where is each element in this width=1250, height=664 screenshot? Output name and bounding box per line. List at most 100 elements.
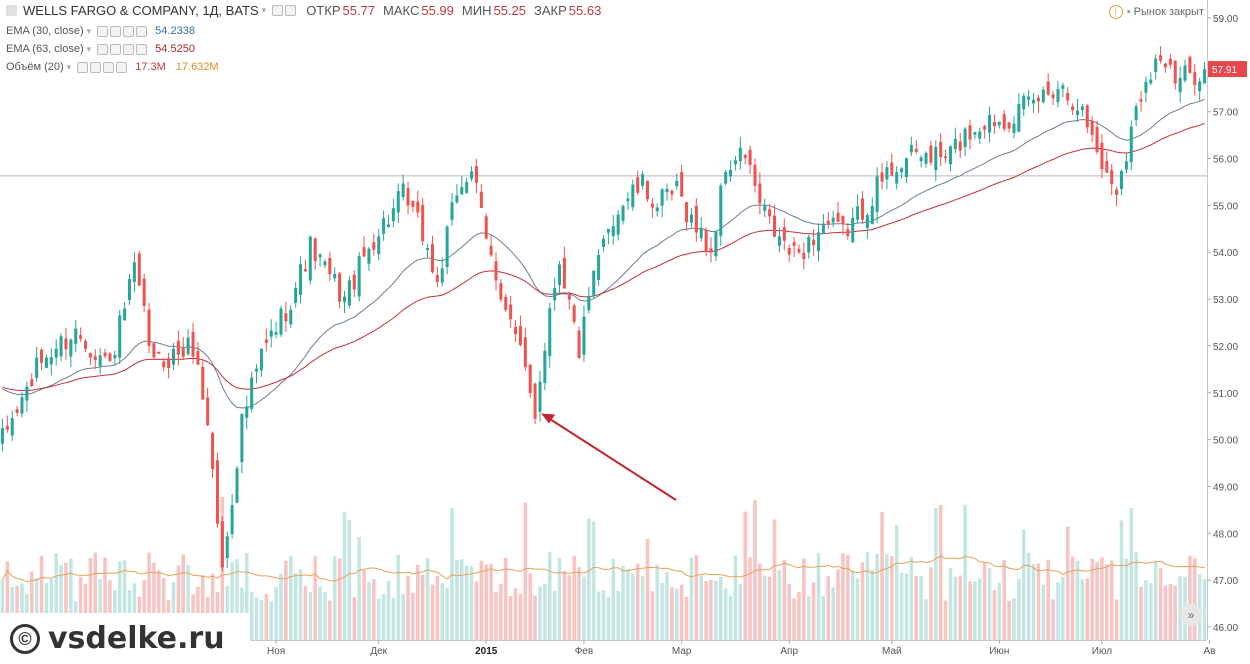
candle-body (1159, 55, 1163, 61)
candle-body (1134, 106, 1138, 121)
plus-icon[interactable] (123, 25, 135, 37)
eye-icon[interactable] (77, 61, 89, 73)
x-tick-label: Фев (575, 646, 593, 657)
candle-body (753, 164, 757, 187)
volume-bar (978, 578, 982, 640)
candle-body (396, 191, 400, 213)
y-tick-label: 51.00 (1213, 389, 1238, 400)
candle-body (181, 347, 185, 357)
candle-body (386, 224, 391, 227)
eye-icon[interactable] (97, 25, 109, 37)
ema63-row: EMA (63, close) ▾ 54.5250 (6, 43, 195, 55)
volume-bar (318, 586, 322, 640)
volume-bar (987, 567, 992, 640)
ema30-row: EMA (30, close) ▾ 54.2338 (6, 25, 195, 37)
ema30-label[interactable]: EMA (30, close) (6, 25, 84, 37)
scroll-right-button[interactable]: » (1180, 604, 1202, 626)
volume-bar (709, 580, 713, 640)
volume-bar (103, 557, 107, 640)
status-dot-icon: • (1126, 6, 1131, 18)
candle-body (489, 245, 493, 256)
candle-body (1071, 106, 1075, 111)
volume-row: Объём (20) ▾ 17.3M 17.632M (6, 61, 219, 73)
close-icon[interactable] (136, 25, 148, 37)
volume-bar (968, 581, 972, 640)
price-axis-bg (1207, 0, 1250, 664)
candle-body (1032, 99, 1036, 104)
settings-icon[interactable] (272, 5, 284, 16)
volume-bar (1007, 601, 1011, 640)
volume-bar (885, 554, 889, 640)
plus-icon[interactable] (123, 43, 135, 55)
volume-bar (425, 558, 430, 640)
close-icon[interactable] (116, 61, 128, 73)
chevron-down-icon[interactable]: ▾ (261, 5, 267, 15)
close-icon[interactable] (136, 43, 148, 55)
gear-icon[interactable] (110, 43, 122, 55)
volume-bar (494, 591, 498, 640)
volume-bar (1193, 558, 1197, 640)
candle-body (1051, 94, 1055, 99)
candle-body (220, 521, 224, 568)
eye-icon[interactable] (97, 43, 109, 55)
volume-bar (582, 576, 586, 640)
candle-body (338, 273, 342, 302)
candle-body (743, 154, 747, 159)
candle-body (347, 280, 351, 306)
copyright-icon: © (10, 623, 40, 654)
candle-body (939, 141, 943, 158)
candle-body (201, 366, 205, 400)
candle-body (860, 198, 865, 220)
low-value: 55.25 (493, 3, 527, 18)
candle-body (401, 183, 405, 197)
volume-bar (381, 593, 386, 640)
gear-icon[interactable] (110, 25, 122, 37)
candle-body (132, 262, 136, 282)
candle-body (709, 248, 713, 253)
gear-icon[interactable] (90, 61, 102, 73)
candle-body (606, 228, 610, 233)
volume-bar (938, 505, 943, 640)
volume-bar (860, 562, 865, 640)
candle-body (1105, 161, 1109, 173)
chevron-down-icon[interactable]: ▾ (86, 25, 92, 36)
candle-body (1066, 92, 1070, 101)
chevron-down-icon[interactable]: ▾ (66, 61, 72, 72)
volume-bar (1119, 520, 1124, 640)
y-tick-label: 47.00 (1213, 576, 1238, 587)
candle-body (900, 168, 904, 173)
last-price-tag (1208, 61, 1247, 78)
volume-bar (337, 558, 342, 640)
volume-bar (357, 536, 361, 640)
volume-bar (122, 560, 127, 640)
chevron-down-icon[interactable]: ▾ (86, 43, 92, 54)
symbol-title[interactable]: WELLS FARGO & COMPANY, 1Д, BATS (23, 3, 259, 18)
volume-bar (39, 555, 44, 640)
candle-body (303, 269, 307, 272)
candle-body (1119, 170, 1123, 189)
volume-label[interactable]: Объём (20) (6, 61, 64, 73)
candle-body (636, 177, 640, 193)
volume-bar (508, 595, 513, 640)
candle-body (59, 336, 63, 357)
volume-bar (1134, 552, 1138, 640)
candle-body (582, 316, 586, 355)
annotation-arrow-head (541, 413, 556, 424)
volume-bar (98, 579, 102, 640)
plus-icon[interactable] (103, 61, 115, 73)
volume-bar (5, 561, 10, 640)
ema63-label[interactable]: EMA (63, close) (6, 43, 84, 55)
candle-body (484, 216, 488, 239)
volume-bar (997, 582, 1002, 640)
volume-bar (342, 511, 347, 640)
candle-body (274, 332, 278, 335)
candle-body (372, 242, 376, 250)
volume-bar (909, 556, 914, 640)
volume-bar (738, 584, 743, 640)
candle-body (382, 218, 386, 234)
volume-bar (523, 502, 528, 640)
candle-body (142, 278, 146, 306)
hide-icon[interactable] (285, 5, 297, 16)
candle-body (333, 273, 337, 279)
